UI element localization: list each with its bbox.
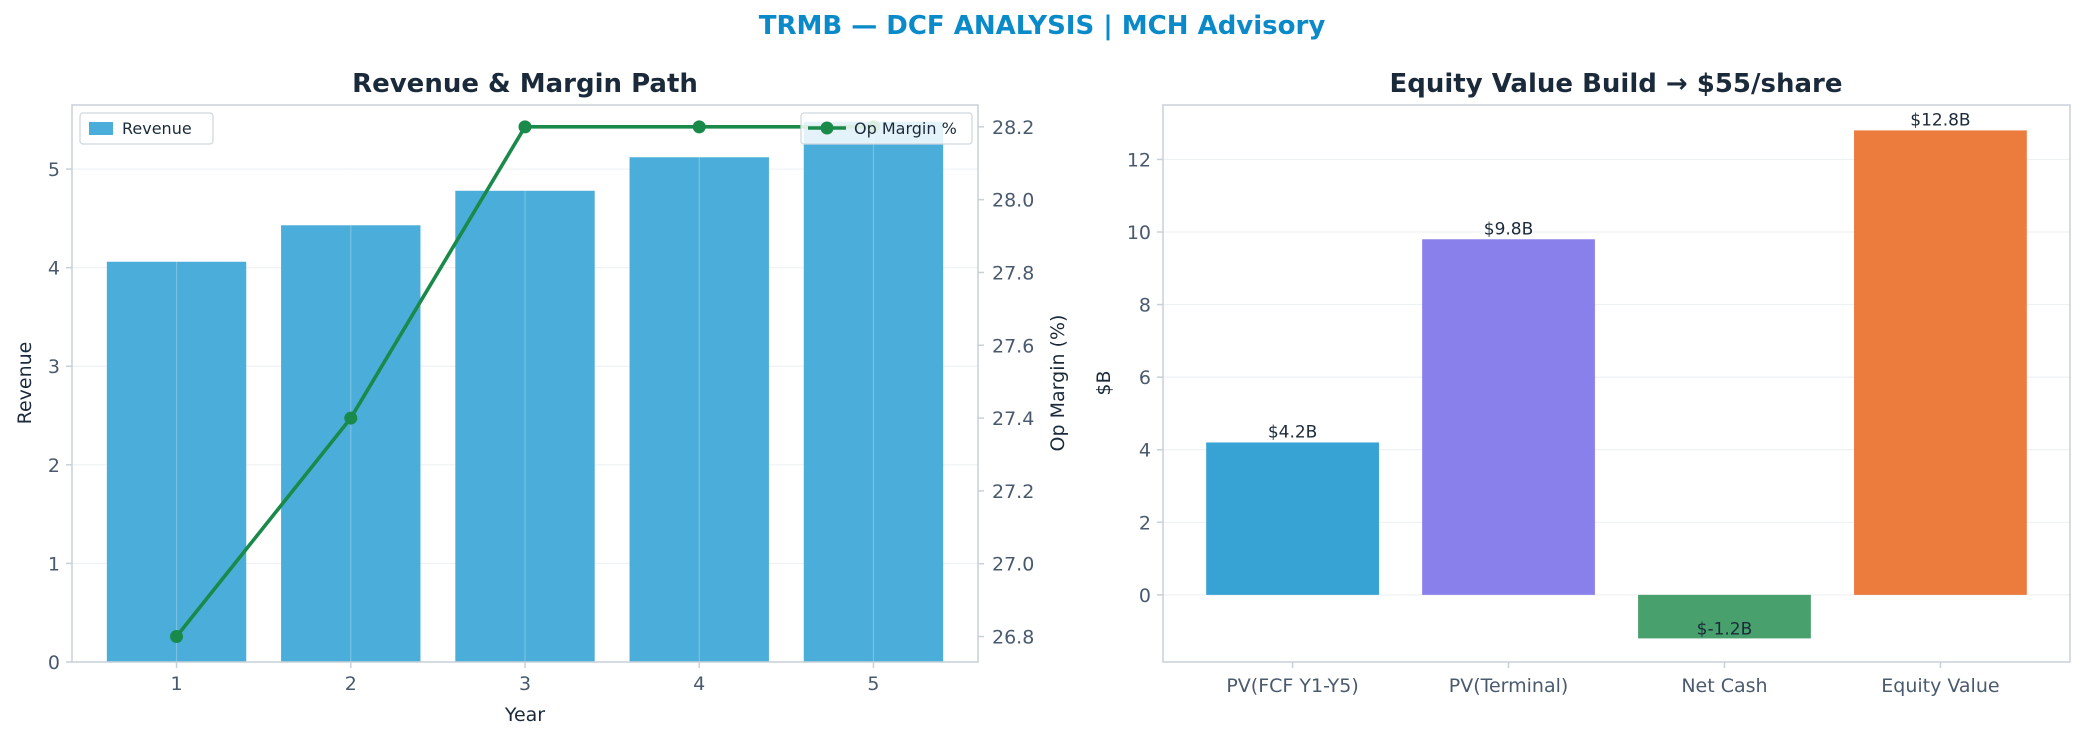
c2-value-bar (1638, 594, 1811, 639)
figure-suptitle: TRMB — DCF ANALYSIS | MCH Advisory (759, 11, 1326, 41)
c1-ytick-label: 0 (48, 652, 60, 674)
c2-ytick-label: 0 (1139, 585, 1151, 607)
c1-margin-point (518, 120, 532, 134)
c1-revenue-bar (455, 190, 595, 663)
equity-value-chart: Equity Value Build → $55/share $B $4.2B $… (1093, 69, 2071, 697)
c1-ytick-label: 3 (48, 356, 60, 378)
revenue-margin-chart: Revenue & Margin Path Year Revenue Op Ma… (14, 69, 1069, 726)
c1-legend-swatch-revenue (89, 122, 113, 135)
c1-xtick-label: 3 (519, 673, 531, 695)
c2-value-bar (1854, 130, 2027, 595)
c1-y2tick-label: 27.6 (992, 335, 1034, 357)
c1-y2tick-label: 27.8 (992, 262, 1034, 284)
c1-y2tick-label: 26.8 (992, 627, 1034, 649)
c1-legend-box-margin (800, 112, 973, 145)
c2-bar-label: $-1.2B (1697, 619, 1753, 639)
c2-ytick-label: 2 (1139, 512, 1151, 534)
c2-plot-frame (1162, 104, 2071, 663)
c1-legend-label-revenue: Revenue (122, 119, 192, 138)
c1-xtick-label: 1 (170, 673, 182, 695)
chart2-title: Equity Value Build → $55/share (1390, 69, 1843, 99)
c2-bar-label: $4.2B (1268, 422, 1318, 442)
c1-y2tick-label: 27.4 (992, 408, 1034, 430)
c1-margin-point (344, 411, 358, 425)
c1-legend-box-revenue (79, 112, 214, 145)
c2-ytick-label: 6 (1139, 367, 1151, 389)
c1-y2tick-label: 28.2 (992, 117, 1034, 139)
chart1-ylabel: Revenue (14, 342, 36, 425)
c2-ytick-label: 4 (1139, 440, 1151, 462)
chart1-y2label: Op Margin (%) (1047, 315, 1069, 452)
c1-legend-marker-margin (820, 121, 834, 135)
c1-revenue-bar (106, 261, 247, 662)
c1-revenue-bar (803, 121, 944, 663)
c2-xtick-label: Equity Value (1881, 675, 1999, 697)
chart1-xlabel: Year (504, 704, 545, 726)
c1-revenue-bar (629, 157, 769, 662)
chart2-ylabel: $B (1093, 370, 1115, 395)
c1-y2tick-label: 28.0 (992, 190, 1034, 212)
c1-xtick-label: 2 (345, 673, 357, 695)
c2-value-bar (1422, 239, 1595, 595)
c2-ytick-label: 10 (1127, 222, 1151, 244)
c2-bar-label: $9.8B (1484, 219, 1534, 239)
c1-y2tick-label: 27.0 (992, 554, 1034, 576)
c1-margin-point (170, 630, 184, 644)
c2-xtick-label: PV(Terminal) (1449, 675, 1569, 697)
c1-margin-point (692, 120, 706, 134)
c1-xtick-label: 5 (867, 673, 879, 695)
c2-bar-label: $12.8B (1910, 110, 1970, 130)
c1-ytick-label: 2 (48, 455, 60, 477)
c1-ytick-label: 1 (48, 553, 60, 575)
c1-ytick-label: 5 (48, 159, 60, 181)
c2-xtick-label: Net Cash (1681, 675, 1767, 697)
c2-ytick-label: 12 (1127, 149, 1151, 171)
c1-revenue-bar (281, 225, 421, 662)
c1-y2tick-label: 27.2 (992, 481, 1034, 503)
chart1-title: Revenue & Margin Path (352, 69, 698, 99)
c2-ytick-label: 8 (1139, 295, 1151, 317)
c2-value-bar (1206, 442, 1379, 595)
c2-xtick-label: PV(FCF Y1-Y5) (1226, 675, 1358, 697)
c1-xtick-label: 4 (693, 673, 705, 695)
c1-legend-label-margin: Op Margin % (854, 119, 957, 138)
c1-ytick-label: 4 (48, 258, 60, 280)
